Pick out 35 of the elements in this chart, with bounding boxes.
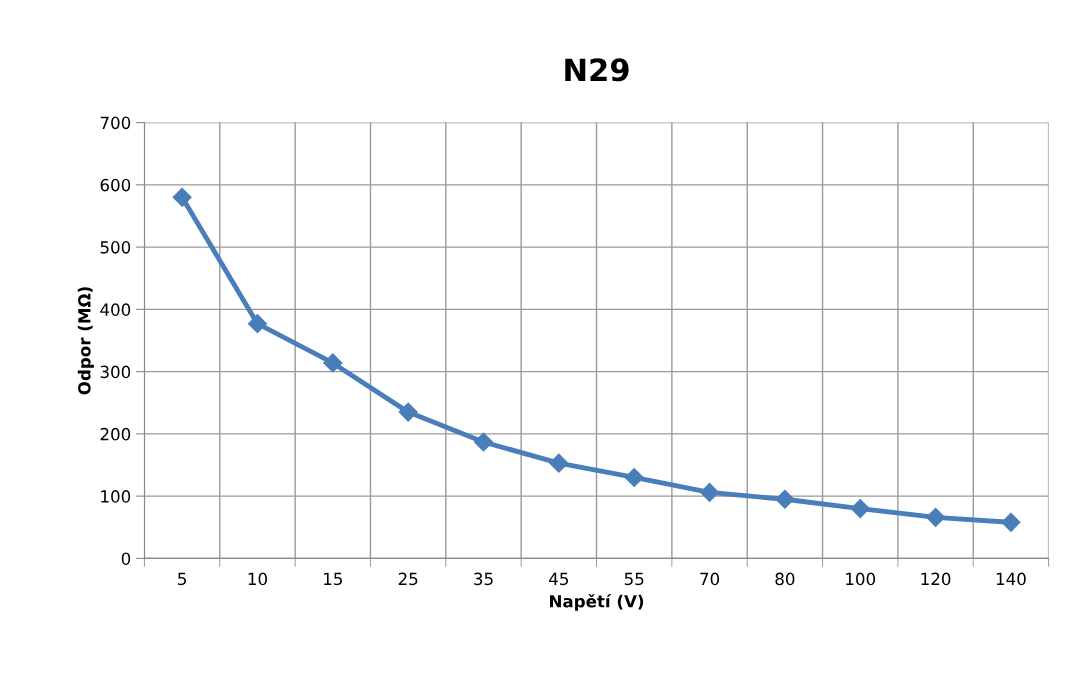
- x-tick-label: 80: [775, 572, 795, 586]
- point: [247, 314, 268, 334]
- x-tick-label: 5: [178, 572, 186, 586]
- x-tick-label: 120: [921, 572, 951, 586]
- x-tick-label: 35: [474, 572, 493, 586]
- x-tick-label: 55: [624, 572, 644, 586]
- y-tick-label: 700: [100, 116, 131, 130]
- point: [926, 507, 946, 527]
- point: [850, 499, 870, 519]
- y-tick-label: 0: [121, 552, 131, 565]
- point: [549, 453, 569, 473]
- point: [473, 432, 494, 452]
- y-tick-label: 600: [100, 178, 131, 192]
- y-tick-label: 300: [100, 365, 131, 379]
- x-tick-label: 15: [324, 572, 342, 586]
- y-tick-label: 100: [101, 490, 131, 503]
- x-tick-label: 70: [700, 572, 720, 586]
- point: [700, 482, 720, 502]
- x-tick-label: 10: [248, 572, 267, 586]
- x-tick-label: 45: [549, 572, 568, 586]
- y-tick-label: 500: [100, 241, 131, 254]
- y-axis-title: Odpor (MΩ): [77, 287, 94, 395]
- chart-title: N29: [565, 58, 629, 82]
- x-axis-title: Napětí (V): [550, 593, 644, 611]
- x-tick-label: 100: [846, 572, 876, 586]
- point: [775, 489, 795, 509]
- point: [323, 353, 343, 373]
- point: [398, 402, 418, 422]
- point: [172, 187, 192, 207]
- y-tick-label: 200: [100, 427, 131, 441]
- point: [624, 467, 644, 488]
- x-tick-label: 140: [996, 572, 1026, 586]
- y-tick-label: 400: [100, 303, 131, 316]
- x-tick-label: 25: [398, 572, 418, 586]
- point: [1001, 512, 1021, 532]
